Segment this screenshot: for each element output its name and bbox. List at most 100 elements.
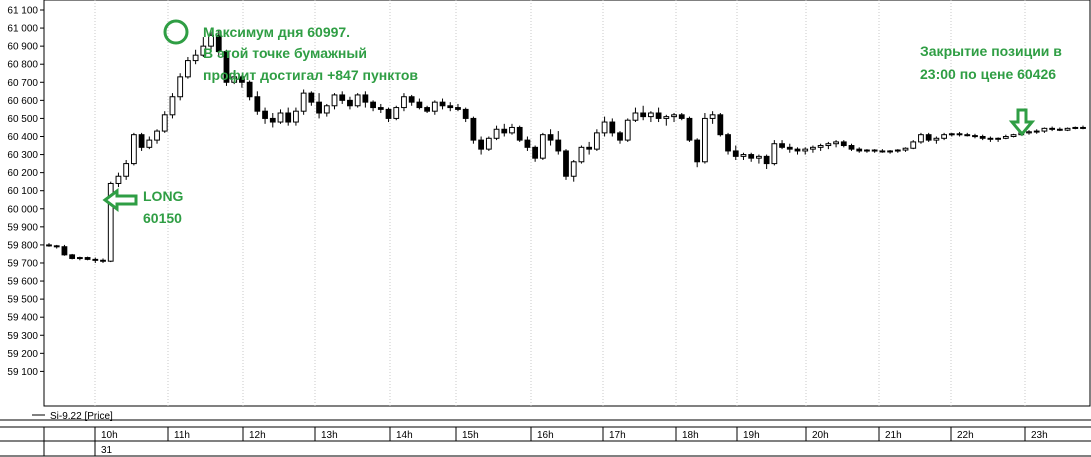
- x-tick-label: 12h: [249, 430, 266, 441]
- candle: [748, 152, 755, 162]
- candle: [485, 136, 492, 151]
- candle-body: [130, 134, 137, 165]
- candle: [539, 132, 546, 160]
- candle-body: [1033, 130, 1040, 133]
- candle: [632, 107, 639, 123]
- y-tick-label: 60 500: [7, 114, 38, 125]
- candle-body: [269, 117, 276, 123]
- candle-body: [208, 34, 214, 47]
- candle: [756, 154, 762, 164]
- candle: [786, 143, 793, 153]
- candle-body: [941, 134, 947, 139]
- candle-body: [285, 112, 292, 123]
- candle: [161, 111, 168, 133]
- candle: [925, 132, 932, 142]
- candle-body: [1026, 131, 1032, 134]
- candle-body: [856, 148, 863, 152]
- candle: [802, 147, 809, 155]
- candle-body: [671, 114, 677, 118]
- y-tick-label: 61 100: [7, 6, 38, 17]
- candle-body: [84, 257, 91, 260]
- y-tick-label: 59 800: [7, 240, 38, 251]
- y-tick-label: 60 700: [7, 78, 38, 89]
- candle-body: [964, 134, 971, 137]
- y-tick-label: 60 000: [7, 204, 38, 215]
- candle-body: [246, 81, 253, 98]
- candle-body: [146, 139, 153, 148]
- candle-body: [524, 139, 531, 148]
- candle: [76, 256, 83, 261]
- y-tick-label: 60 800: [7, 60, 38, 71]
- x-tick-label: 15h: [462, 430, 479, 441]
- candle-body: [107, 182, 114, 262]
- candle-body: [192, 54, 199, 62]
- candle: [964, 132, 971, 137]
- candle: [439, 98, 446, 110]
- candle: [208, 28, 214, 50]
- candle-body: [300, 92, 307, 112]
- candle-body: [995, 137, 1002, 140]
- candle-body: [601, 121, 608, 134]
- candle: [377, 103, 384, 113]
- candle: [408, 94, 415, 106]
- candle: [447, 102, 454, 112]
- candle-body: [887, 150, 893, 153]
- candle: [493, 125, 500, 141]
- candle-body: [725, 134, 731, 152]
- x-tick-label: 22h: [957, 430, 974, 441]
- candle-body: [1064, 127, 1071, 131]
- candle: [416, 98, 423, 110]
- candle-body: [447, 105, 454, 109]
- candle: [771, 140, 778, 166]
- candle: [100, 258, 106, 263]
- candle: [1064, 127, 1071, 132]
- y-tick-label: 60 400: [7, 132, 38, 143]
- candle: [370, 100, 376, 112]
- x-tick-label: 10h: [101, 430, 118, 441]
- candle-body: [377, 107, 384, 110]
- candle: [1026, 130, 1032, 135]
- candle-body: [902, 147, 909, 151]
- candle-body: [864, 149, 870, 152]
- candle: [1002, 134, 1009, 140]
- candle: [46, 243, 52, 247]
- candle-body: [740, 154, 747, 157]
- candle: [1041, 127, 1048, 133]
- close-annotation-line-2: 23:00 по цене 60426: [920, 66, 1056, 82]
- candle: [601, 116, 608, 137]
- candle-body: [925, 134, 932, 141]
- candle-body: [910, 141, 917, 149]
- x-tick-label: 14h: [396, 430, 413, 441]
- candle-body: [578, 146, 585, 163]
- candle-body: [439, 101, 446, 107]
- candle: [1072, 126, 1079, 130]
- close-arrow-icon: [1008, 108, 1036, 137]
- candle: [647, 111, 654, 123]
- candle: [385, 107, 392, 123]
- candle-body: [1049, 127, 1056, 130]
- candle: [470, 116, 477, 144]
- long-arrow-icon: [102, 188, 138, 212]
- candle: [339, 91, 346, 104]
- max-circle-icon: [163, 19, 189, 45]
- candle: [586, 141, 593, 155]
- candle-body: [586, 146, 593, 150]
- candle-body: [61, 246, 68, 256]
- candle: [92, 257, 99, 263]
- candle: [362, 91, 369, 108]
- candle-body: [979, 135, 986, 139]
- candle-body: [956, 133, 963, 136]
- candle-body: [200, 45, 207, 56]
- candle-body: [786, 146, 793, 150]
- candle: [686, 116, 693, 142]
- candle-body: [431, 101, 438, 112]
- candle-body: [123, 163, 130, 177]
- candle: [431, 100, 438, 115]
- candle: [563, 149, 569, 180]
- candle-body: [771, 143, 778, 165]
- candle-body: [732, 150, 739, 157]
- candle-body: [293, 110, 299, 123]
- candle-body: [354, 94, 361, 107]
- candle-body: [848, 145, 855, 150]
- candle-body: [663, 116, 670, 119]
